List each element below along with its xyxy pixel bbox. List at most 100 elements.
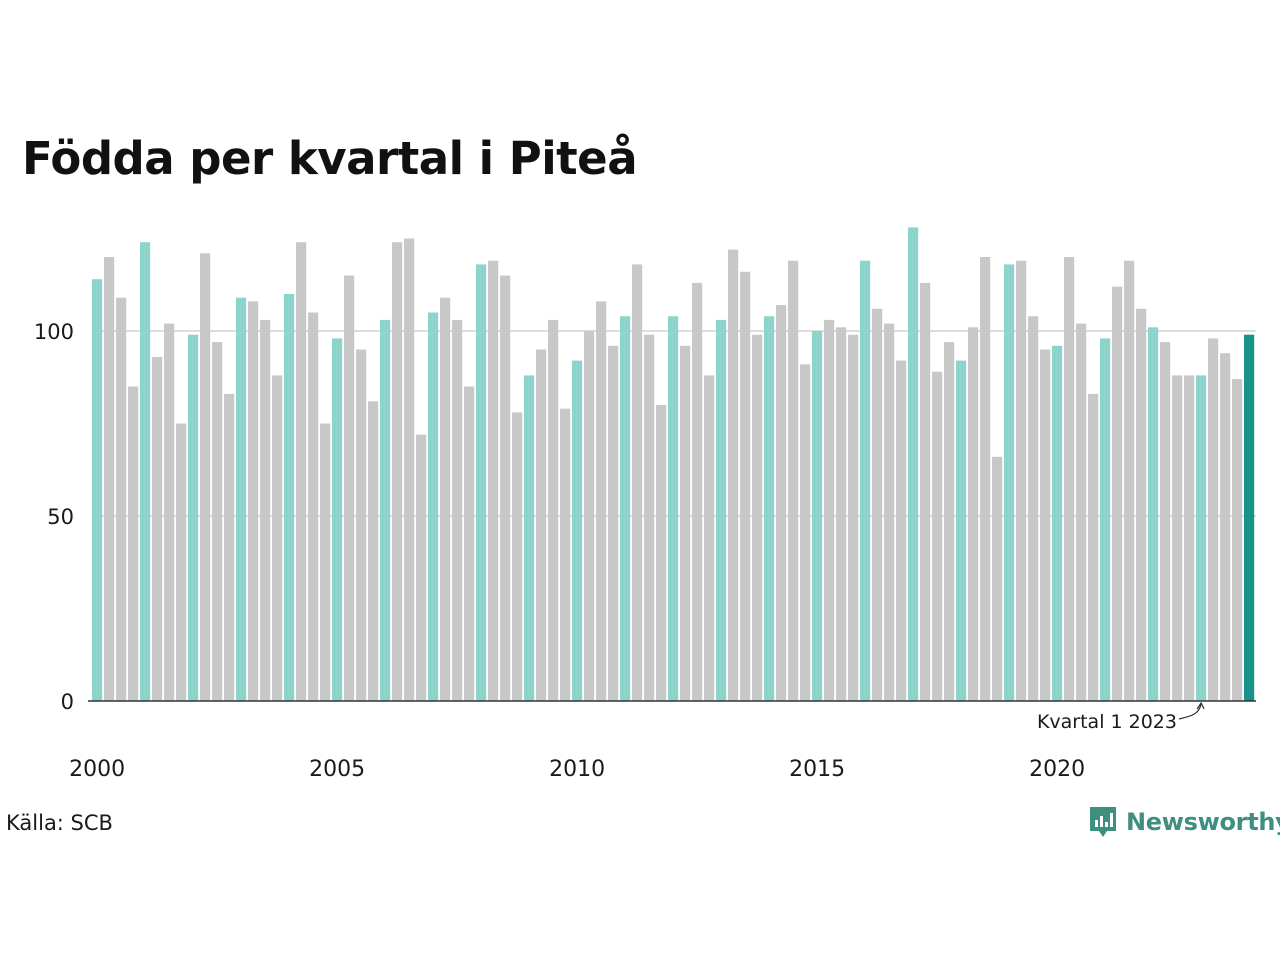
bar xyxy=(992,456,1003,701)
annotation-arrow xyxy=(1178,703,1202,720)
bar xyxy=(1220,353,1231,701)
bar xyxy=(572,360,583,701)
bar xyxy=(212,342,223,701)
bar xyxy=(1064,257,1075,701)
bar xyxy=(392,242,403,701)
bar xyxy=(548,319,559,701)
x-tick-label: 2005 xyxy=(309,757,365,782)
bar xyxy=(92,279,103,701)
bar xyxy=(908,227,919,701)
chart-title: Födda per kvartal i Piteå xyxy=(22,132,638,185)
bar xyxy=(656,405,667,701)
bar xyxy=(704,375,715,701)
annotation: Kvartal 1 2023 xyxy=(1037,701,1205,733)
bar xyxy=(584,331,595,701)
bar xyxy=(1196,375,1207,701)
newsworthy-logo-icon xyxy=(1090,807,1116,837)
bars xyxy=(92,227,1255,702)
bar xyxy=(260,319,271,701)
bar xyxy=(1136,308,1147,701)
bar xyxy=(356,349,367,701)
bar xyxy=(200,253,211,702)
bar xyxy=(740,271,751,701)
bar xyxy=(332,338,343,701)
bar xyxy=(1016,260,1027,701)
bar xyxy=(416,434,427,701)
bar xyxy=(980,257,991,701)
newsworthy-logo-text: Newsworthy xyxy=(1126,808,1280,836)
bar xyxy=(1124,260,1135,701)
bar xyxy=(272,375,283,701)
bar xyxy=(920,282,931,701)
bar xyxy=(1232,379,1243,701)
bar xyxy=(248,301,259,701)
bar xyxy=(236,297,247,701)
bar xyxy=(680,345,691,701)
bar xyxy=(896,360,907,701)
bar xyxy=(860,260,871,701)
annotation-label: Kvartal 1 2023 xyxy=(1037,711,1177,733)
x-tick-label: 2015 xyxy=(789,757,845,782)
bar xyxy=(836,327,847,701)
bar xyxy=(620,316,631,701)
bar xyxy=(464,386,475,701)
x-tick-label: 2020 xyxy=(1029,757,1085,782)
bar xyxy=(944,342,955,701)
bar xyxy=(296,242,307,701)
bar xyxy=(1040,349,1051,701)
bar xyxy=(608,345,619,701)
bar-chart: 0 50 100 2000 2005 2010 2015 2020 Kvartal 1 20… xyxy=(34,227,1256,782)
bar xyxy=(380,319,391,701)
bar xyxy=(668,316,679,701)
bar xyxy=(1244,334,1255,701)
newsworthy-logo: Newsworthy xyxy=(1088,805,1280,839)
bar xyxy=(560,408,571,701)
x-tick-label: 2000 xyxy=(69,757,125,782)
bar xyxy=(404,238,415,701)
bar xyxy=(536,349,547,701)
bar xyxy=(1172,375,1183,701)
bar xyxy=(176,423,187,701)
bar xyxy=(956,360,967,701)
bar xyxy=(884,323,895,701)
bar xyxy=(788,260,799,701)
bar xyxy=(524,375,535,701)
bar xyxy=(1076,323,1087,701)
bar xyxy=(116,297,127,701)
bar xyxy=(320,423,331,701)
bar xyxy=(476,264,487,701)
bar xyxy=(284,294,295,701)
bar xyxy=(368,401,379,701)
bar xyxy=(164,323,175,701)
bar xyxy=(632,264,643,701)
bar xyxy=(428,312,439,701)
bar xyxy=(1052,345,1063,701)
bar xyxy=(752,334,763,701)
bar xyxy=(1148,327,1159,701)
bar xyxy=(596,301,607,701)
bar xyxy=(344,275,355,701)
bar xyxy=(512,412,523,701)
bar xyxy=(1160,342,1171,701)
bar xyxy=(308,312,319,701)
bar xyxy=(824,319,835,701)
bar xyxy=(188,334,199,701)
bar xyxy=(1184,375,1195,701)
bar xyxy=(104,257,115,701)
bar xyxy=(932,371,943,701)
bar xyxy=(800,364,811,701)
y-tick-label: 100 xyxy=(34,320,74,344)
y-tick-label: 0 xyxy=(61,690,74,714)
bar xyxy=(1088,393,1099,701)
bar xyxy=(1100,338,1111,701)
x-axis-ticks: 2000 2005 2010 2015 2020 xyxy=(69,757,1085,782)
bar xyxy=(764,316,775,701)
bar xyxy=(644,334,655,701)
bar xyxy=(128,386,139,701)
bar xyxy=(872,308,883,701)
bar xyxy=(968,327,979,701)
bar xyxy=(716,319,727,701)
bar xyxy=(848,334,859,701)
y-tick-label: 50 xyxy=(47,505,74,529)
bar xyxy=(140,242,151,701)
